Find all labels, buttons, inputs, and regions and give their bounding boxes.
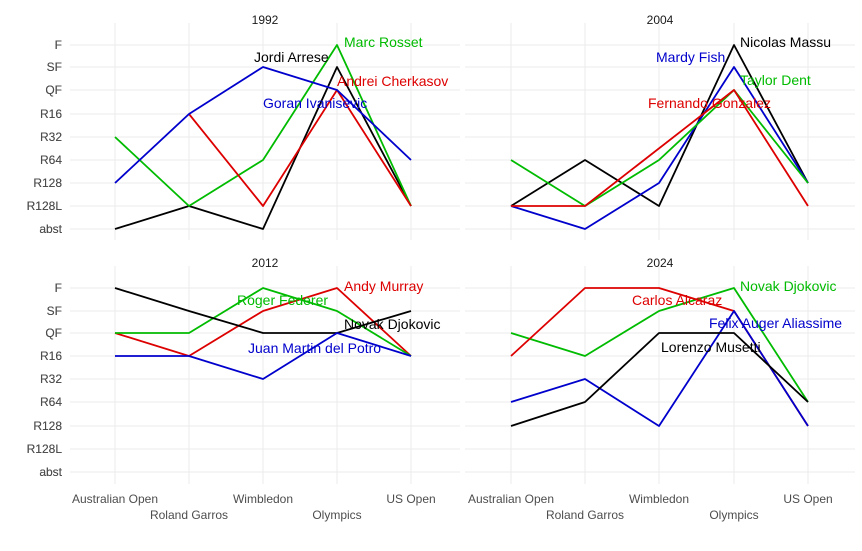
y-tick-label: R16 bbox=[40, 107, 62, 121]
y-tick-label: SF bbox=[47, 60, 62, 74]
series-line-nicolas-massu bbox=[510, 44, 809, 207]
y-tick-label: R32 bbox=[40, 372, 62, 386]
y-tick-label: R128L bbox=[27, 442, 63, 456]
y-tick-label: R128 bbox=[33, 176, 62, 190]
series-line-novak-djokovic bbox=[510, 287, 809, 403]
y-tick-label: SF bbox=[47, 60, 62, 74]
x-tick-label: Olympics bbox=[709, 508, 758, 522]
series-label: Juan Martin del Potro bbox=[248, 340, 381, 356]
y-tick-label: abst bbox=[39, 465, 62, 479]
series-line-goran-ivanisevic bbox=[114, 66, 412, 184]
series-label: Novak Djokovic bbox=[740, 278, 836, 294]
y-tick-label: R128L bbox=[27, 442, 63, 456]
series-label: Fernando Gonzalez bbox=[648, 95, 771, 111]
series-line-andrei-cherkasov bbox=[188, 89, 412, 207]
series-line-novak-djokovic bbox=[114, 287, 412, 334]
y-tick-label: R64 bbox=[40, 395, 62, 409]
y-tick-label: QF bbox=[45, 83, 62, 97]
panel-2004: abst R128L R128 R64 R32 R16 QF SF F 2004 Nicolas M… bbox=[27, 13, 855, 240]
y-tick-label: F bbox=[55, 281, 62, 295]
panel-1992: abst R128L R128 R64 R32 R16 QF SF F 1992 Jordi Arr… bbox=[27, 13, 460, 240]
x-tick-label: Australian Open bbox=[468, 492, 554, 506]
series-label: Andrei Cherkasov bbox=[337, 73, 448, 89]
series-line-mardy-fish bbox=[510, 66, 809, 230]
x-tick-label: US Open bbox=[783, 492, 832, 506]
y-tick-label: R128 bbox=[33, 176, 62, 190]
series-label: Felix Auger Aliassime bbox=[709, 315, 842, 331]
y-tick-label: R128L bbox=[27, 199, 63, 213]
panel-title: 2004 bbox=[647, 13, 674, 27]
series-label: Carlos Alcaraz bbox=[632, 292, 722, 308]
series-label: Jordi Arrese bbox=[254, 49, 329, 65]
series-line-andy-murray bbox=[114, 287, 412, 357]
y-tick-label: abst bbox=[39, 465, 62, 479]
y-tick-label: SF bbox=[47, 304, 62, 318]
panel-title: 2024 bbox=[647, 256, 674, 270]
series-label: Andy Murray bbox=[344, 278, 423, 294]
y-tick-label: R32 bbox=[40, 130, 62, 144]
y-tick-label: QF bbox=[45, 326, 62, 340]
x-tick-label: US Open bbox=[386, 492, 435, 506]
y-tick-label: R128 bbox=[33, 419, 62, 433]
y-tick-label: SF bbox=[47, 304, 62, 318]
y-tick-label: R64 bbox=[40, 395, 62, 409]
series-label: Nicolas Massu bbox=[740, 34, 831, 50]
y-tick-label: R128 bbox=[33, 419, 62, 433]
y-tick-label: abst bbox=[39, 222, 62, 236]
y-tick-label: QF bbox=[45, 326, 62, 340]
y-tick-label: R32 bbox=[40, 372, 62, 386]
series-label: Novak Djokovic bbox=[344, 316, 440, 332]
x-tick-label: Wimbledon bbox=[629, 492, 689, 506]
y-tick-label: F bbox=[55, 38, 62, 52]
series-line-taylor-dent bbox=[510, 89, 809, 207]
y-tick-label: R16 bbox=[40, 349, 62, 363]
x-tick-label: Australian Open bbox=[72, 492, 158, 506]
panel-title: 1992 bbox=[252, 13, 279, 27]
series-label: Taylor Dent bbox=[740, 72, 811, 88]
y-tick-label: F bbox=[55, 38, 62, 52]
series-line-fernando-gonzalez bbox=[511, 89, 809, 207]
x-tick-label: Wimbledon bbox=[233, 492, 293, 506]
x-tick-label: Olympics bbox=[312, 508, 361, 522]
y-tick-label: QF bbox=[45, 83, 62, 97]
y-tick-label: abst bbox=[39, 222, 62, 236]
y-tick-label: R16 bbox=[40, 349, 62, 363]
series-line-juan-martin-del-potro bbox=[115, 332, 412, 380]
panel-title: 2012 bbox=[252, 256, 279, 270]
y-tick-label: R64 bbox=[40, 153, 62, 167]
series-label: Goran Ivanisevic bbox=[263, 95, 367, 111]
series-line-lorenzo-musetti bbox=[510, 332, 809, 427]
series-line-felix-auger-aliassime bbox=[510, 310, 809, 427]
series-label: Roger Federer bbox=[237, 292, 328, 308]
y-tick-label: F bbox=[55, 281, 62, 295]
x-tick-label: Roland Garros bbox=[150, 508, 228, 522]
y-tick-label: R64 bbox=[40, 153, 62, 167]
x-tick-label: Roland Garros bbox=[546, 508, 624, 522]
series-label: Mardy Fish bbox=[656, 49, 725, 65]
panel-2024: abst R128L R128 R64 R32 R16 QF SF F 2024 Novak Djo… bbox=[27, 256, 855, 484]
y-tick-label: R128L bbox=[27, 199, 63, 213]
y-tick-label: R32 bbox=[40, 130, 62, 144]
y-tick-label: R16 bbox=[40, 107, 62, 121]
panel-2012: abst R128L R128 R64 R32 R16 QF SF F 2012 Andy Murr… bbox=[27, 256, 460, 484]
series-label: Marc Rosset bbox=[344, 34, 423, 50]
series-label: Lorenzo Musetti bbox=[661, 339, 761, 355]
series-line-marc-rosset bbox=[114, 44, 412, 207]
